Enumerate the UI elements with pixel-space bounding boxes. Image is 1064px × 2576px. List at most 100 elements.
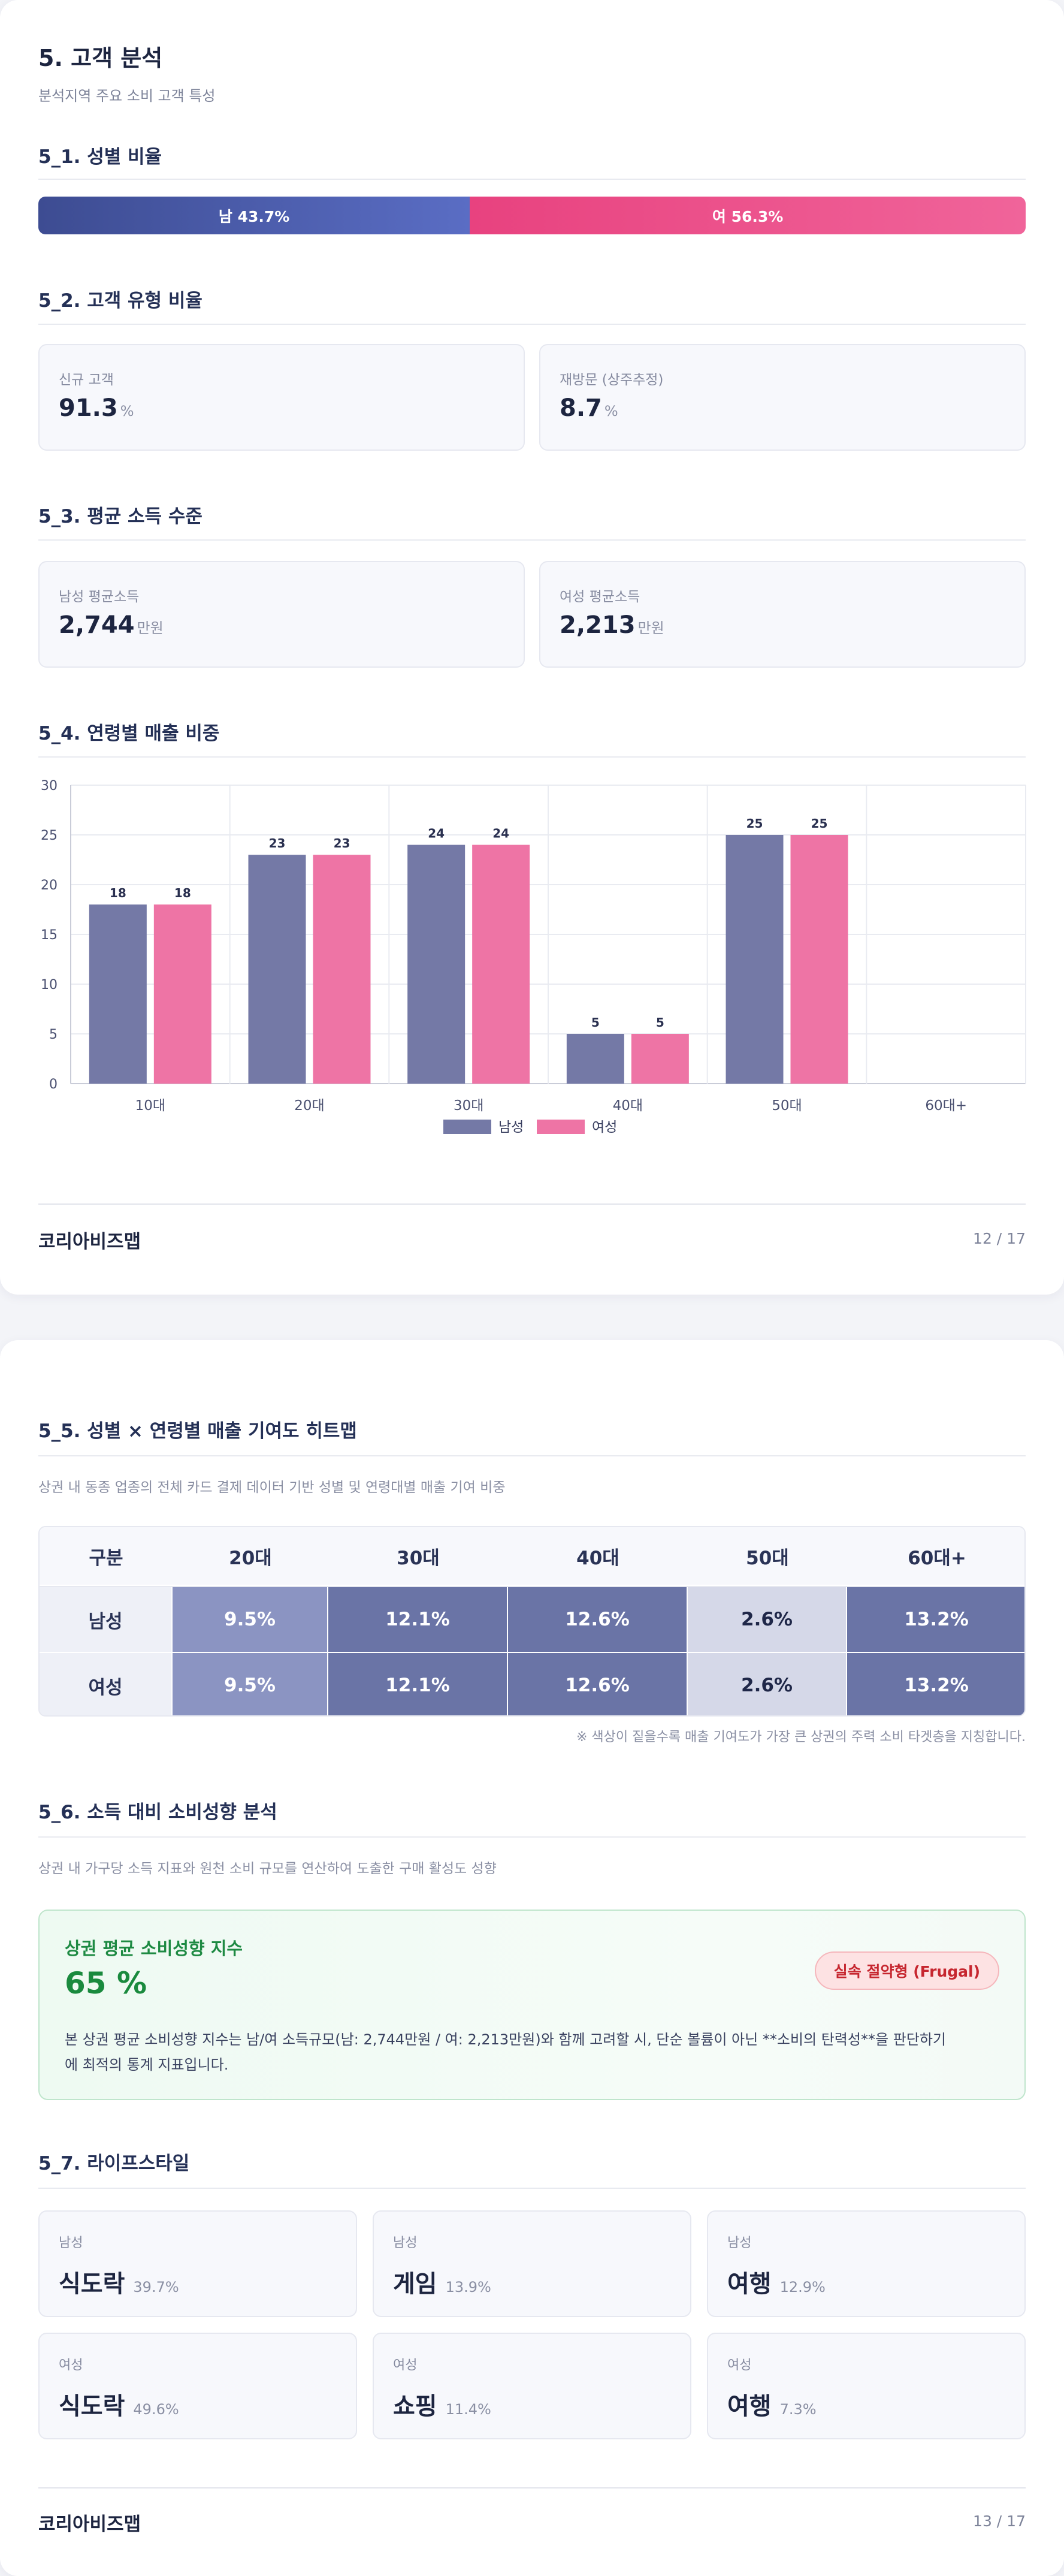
- x-tick-label: 30대: [454, 1098, 483, 1114]
- legend-swatch: [537, 1120, 585, 1134]
- page-number: 13 / 17: [973, 2512, 1026, 2530]
- lifestyle-category: 쇼핑 11.4%: [393, 2393, 491, 2420]
- heatmap-header-cell: 구분: [40, 1527, 173, 1586]
- index-value: 65 %: [65, 1966, 147, 2001]
- bar-female: [631, 1034, 689, 1084]
- report-page-12: 5. 고객 분석 분석지역 주요 소비 고객 특성 5_1. 성별 비율 남 4…: [0, 0, 1064, 1295]
- x-tick-label: 50대: [772, 1098, 802, 1114]
- lifestyle-percent: 11.4%: [445, 2401, 491, 2418]
- lifestyle-gender: 남성: [727, 2236, 752, 2251]
- age-sales-bar-chart: 18 18 23 23 24 24 5 5 25 25 0 5 10 15 20 25 30 10대 20대 30대…: [41, 779, 1026, 1135]
- y-tick-label: 20: [41, 878, 58, 893]
- data-label: 24: [428, 827, 445, 841]
- heatmap-header-row: 구분 20대 30대 40대 50대 60대+: [40, 1527, 1024, 1587]
- x-tick-label: 20대: [294, 1098, 324, 1114]
- lifestyle-section-title: 5_7. 라이프스타일: [38, 2153, 190, 2174]
- legend-label: 남성: [498, 1120, 524, 1135]
- spending-index-card: 상권 평균 소비성향 지수 65 % 실속 절약형 (Frugal) 본 상권 …: [38, 1910, 1026, 2100]
- data-label: 23: [269, 836, 286, 850]
- heatmap-row-male: 남성 9.5% 12.1% 12.6% 2.6% 13.2%: [40, 1587, 1024, 1653]
- y-tick-label: 30: [41, 779, 58, 794]
- heatmap-section-title: 5_5. 성별 × 연령별 매출 기여도 히트맵: [38, 1420, 357, 1442]
- data-label: 18: [110, 886, 126, 900]
- footer-brand: 코리아비즈맵: [38, 2514, 141, 2535]
- page-title: 5. 고객 분석: [38, 45, 163, 71]
- heatmap-cell: 13.2%: [847, 1587, 1024, 1653]
- heatmap-cell: 12.6%: [508, 1653, 688, 1715]
- lifestyle-gender: 남성: [59, 2236, 83, 2251]
- lifestyle-category: 여행 12.9%: [727, 2270, 826, 2298]
- footer-divider: [38, 2487, 1026, 2488]
- heatmap-cell: 13.2%: [847, 1653, 1024, 1715]
- card-label: 신규 고객: [59, 372, 114, 388]
- section-divider: [38, 756, 1026, 758]
- returning-customer-card: 재방문 (상주추정) 8.7%: [539, 344, 1026, 451]
- lifestyle-card: 여성 식도락 49.6%: [38, 2333, 357, 2439]
- card-value: 8.7%: [560, 394, 618, 422]
- heatmap-row-label: 여성: [40, 1653, 173, 1715]
- lifestyle-gender: 남성: [393, 2236, 418, 2251]
- heatmap-header-cell: 50대: [688, 1527, 847, 1586]
- heatmap-header-cell: 20대: [173, 1527, 328, 1586]
- lifestyle-percent: 13.9%: [445, 2279, 491, 2296]
- frugal-badge: 실속 절약형 (Frugal): [814, 1951, 999, 1990]
- age-section-title: 5_4. 연령별 매출 비중: [38, 723, 220, 744]
- customer-type-section-title: 5_2. 고객 유형 비율: [38, 290, 202, 312]
- heatmap-row-label: 남성: [40, 1587, 173, 1653]
- bar-male: [407, 844, 466, 1084]
- heatmap-header-cell: 40대: [508, 1527, 688, 1586]
- heatmap-table: 구분 20대 30대 40대 50대 60대+ 남성 9.5% 12.1% 12.6% 2.6% 1…: [38, 1526, 1026, 1717]
- lifestyle-gender: 여성: [727, 2358, 752, 2373]
- lifestyle-category: 게임 13.9%: [393, 2270, 491, 2298]
- data-label: 24: [492, 827, 509, 841]
- gender-ratio-bar: 남 43.7% 여 56.3%: [38, 197, 1026, 234]
- page-subtitle: 분석지역 주요 소비 고객 특성: [38, 88, 216, 104]
- heatmap-cell: 9.5%: [173, 1653, 328, 1715]
- income-section-title: 5_3. 평균 소득 수준: [38, 506, 202, 527]
- heatmap-note: ※ 색상이 짙을수록 매출 기여도가 가장 큰 상권의 주력 소비 타겟층을 지…: [576, 1730, 1026, 1745]
- index-description: 본 상권 평균 소비성향 지수는 남/여 소득규모(남: 2,744만원 / 여…: [65, 2031, 946, 2073]
- lifestyle-category: 여행 7.3%: [727, 2393, 817, 2420]
- legend-label: 여성: [592, 1120, 617, 1135]
- x-tick-label: 10대: [135, 1098, 165, 1114]
- heatmap-cell: 12.1%: [328, 1653, 508, 1715]
- data-label: 18: [174, 886, 191, 900]
- section-divider: [38, 2188, 1026, 2189]
- card-value: 91.3%: [59, 394, 134, 422]
- card-label: 여성 평균소득: [560, 589, 640, 605]
- bar-male: [566, 1034, 624, 1084]
- heatmap-cell: 12.6%: [508, 1587, 688, 1653]
- data-label: 25: [746, 816, 763, 831]
- spending-subtitle: 상권 내 가구당 소득 지표와 원천 소비 규모를 연산하여 도출한 구매 활성…: [38, 1861, 497, 1877]
- female-ratio-segment: 여 56.3%: [470, 197, 1026, 234]
- heatmap-cell: 2.6%: [688, 1653, 847, 1715]
- bar-female: [153, 904, 211, 1084]
- heatmap-subtitle: 상권 내 동종 업종의 전체 카드 결제 데이터 기반 성별 및 연령대별 매출…: [38, 1480, 506, 1495]
- heatmap-row-female: 여성 9.5% 12.1% 12.6% 2.6% 13.2%: [40, 1653, 1024, 1715]
- male-income-card: 남성 평균소득 2,744 만원: [38, 561, 525, 668]
- lifestyle-percent: 12.9%: [779, 2279, 826, 2296]
- bar-male: [726, 835, 784, 1084]
- index-card-title: 상권 평균 소비성향 지수: [65, 1938, 243, 1959]
- section-divider: [38, 1455, 1026, 1456]
- card-value: 2,744 만원: [59, 611, 164, 639]
- lifestyle-gender: 여성: [59, 2358, 83, 2373]
- page-number: 12 / 17: [973, 1230, 1026, 1247]
- section-divider: [38, 179, 1026, 180]
- card-label: 남성 평균소득: [59, 589, 140, 605]
- lifestyle-percent: 49.6%: [133, 2401, 179, 2418]
- heatmap-header-cell: 30대: [328, 1527, 508, 1586]
- lifestyle-card: 남성 식도락 39.7%: [38, 2210, 357, 2317]
- data-label: 5: [656, 1015, 664, 1030]
- bar-female: [790, 835, 848, 1084]
- bar-female: [472, 844, 530, 1084]
- bar-male: [248, 855, 306, 1084]
- lifestyle-gender: 여성: [393, 2358, 418, 2373]
- x-tick-label: 40대: [613, 1098, 643, 1114]
- heatmap-header-cell: 60대+: [847, 1527, 1024, 1586]
- heatmap-cell: 12.1%: [328, 1587, 508, 1653]
- footer-divider: [38, 1203, 1026, 1205]
